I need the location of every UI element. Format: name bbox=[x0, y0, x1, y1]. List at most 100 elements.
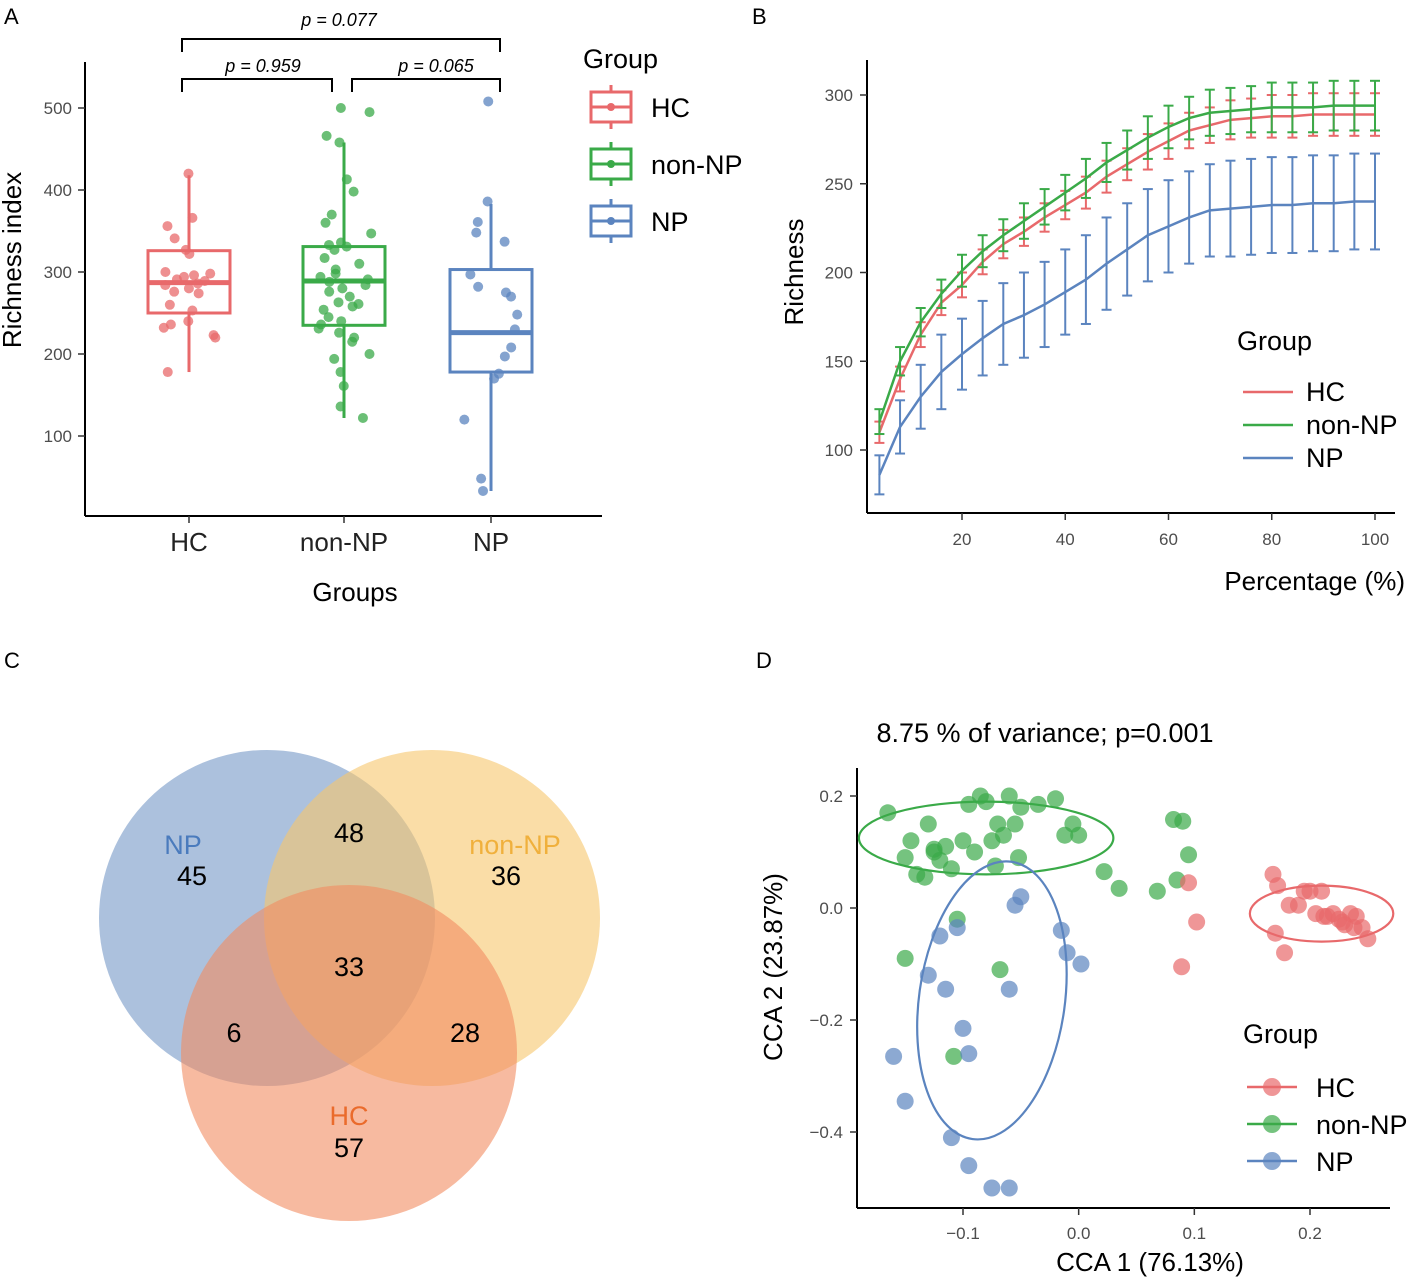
a-point bbox=[183, 168, 194, 179]
a-point bbox=[321, 130, 332, 141]
d-point-np bbox=[948, 919, 966, 937]
venn-hc-only: 57 bbox=[334, 1133, 364, 1163]
a-x-axis-title: Groups bbox=[312, 577, 397, 607]
a-point bbox=[162, 367, 173, 378]
a-point bbox=[320, 217, 331, 228]
venn-label-np: NP bbox=[164, 830, 202, 860]
d-point-non-np bbox=[1070, 826, 1088, 844]
panel-c-venn: NP non-NP HC 45 36 57 48 6 28 33 bbox=[99, 750, 600, 1221]
b-xtick-label: 100 bbox=[1361, 530, 1389, 549]
a-legend-title: Group bbox=[583, 44, 658, 74]
b-series-np bbox=[874, 152, 1380, 496]
d-point-non-np bbox=[1047, 790, 1065, 808]
b-x-axis-title: Percentage (%) bbox=[1224, 566, 1405, 596]
d-point-non-np bbox=[919, 815, 937, 833]
d-point-non-np bbox=[896, 849, 914, 867]
d-point-np bbox=[960, 1045, 978, 1063]
a-point bbox=[210, 332, 221, 343]
d-point-hc bbox=[1173, 958, 1191, 976]
d-point-non-np bbox=[1000, 787, 1018, 805]
d-point-non-np bbox=[954, 832, 972, 850]
d-ytick-label: −0.4 bbox=[809, 1123, 843, 1142]
d-point-non-np bbox=[1006, 815, 1024, 833]
a-point bbox=[334, 327, 345, 338]
d-legend-key-dot bbox=[1263, 1115, 1281, 1133]
a-point bbox=[338, 380, 349, 391]
a-point bbox=[324, 286, 335, 297]
a-ytick-label: 200 bbox=[44, 345, 72, 364]
a-point bbox=[354, 258, 365, 269]
a-point bbox=[313, 323, 324, 334]
a-point bbox=[323, 312, 334, 323]
a-point bbox=[364, 107, 375, 118]
d-ytick-label: 0.2 bbox=[819, 787, 843, 806]
venn-all: 33 bbox=[334, 952, 364, 982]
a-y-ticks: 100 200 300 400 500 bbox=[44, 99, 85, 446]
b-xtick-label: 60 bbox=[1159, 530, 1178, 549]
b-legend-title: Group bbox=[1237, 326, 1312, 356]
d-point-np bbox=[937, 980, 955, 998]
a-point bbox=[158, 322, 169, 333]
b-line-np bbox=[878, 200, 1375, 476]
a-point bbox=[326, 209, 337, 220]
d-point-np bbox=[1000, 980, 1018, 998]
a-xtick-label: NP bbox=[473, 527, 509, 557]
a-bracket bbox=[181, 78, 333, 92]
a-ytick-label: 400 bbox=[44, 181, 72, 200]
d-point-non-np bbox=[916, 868, 934, 886]
a-point bbox=[330, 268, 341, 279]
a-point bbox=[336, 316, 347, 327]
panel-d-cca: 8.75 % of variance; p=0.001 −0.1 0.0 0.1 0.… bbox=[758, 718, 1408, 1277]
d-point-non-np bbox=[1165, 811, 1183, 829]
a-point bbox=[364, 349, 375, 359]
d-legend-key-dot bbox=[1263, 1152, 1281, 1170]
b-ytick-label: 250 bbox=[825, 175, 853, 194]
a-pvalue: p = 0.959 bbox=[224, 56, 301, 76]
d-ytick-label: 0.0 bbox=[819, 899, 843, 918]
a-legend-label: non-NP bbox=[651, 150, 743, 180]
a-point bbox=[205, 268, 216, 279]
a-point bbox=[324, 276, 335, 287]
d-point-hc bbox=[1280, 896, 1298, 914]
d-point-np bbox=[1058, 944, 1076, 962]
b-series bbox=[874, 79, 1380, 496]
a-ytick-label: 500 bbox=[44, 99, 72, 118]
a-point bbox=[160, 280, 171, 291]
d-point-non-np bbox=[945, 1047, 963, 1065]
a-legend-key-dot bbox=[607, 103, 615, 111]
a-ytick-label: 100 bbox=[44, 427, 72, 446]
d-xtick-label: 0.0 bbox=[1067, 1224, 1091, 1243]
venn-label-hc: HC bbox=[330, 1101, 369, 1131]
venn-np-hc: 6 bbox=[226, 1018, 241, 1048]
d-point-np bbox=[954, 1019, 972, 1037]
a-point bbox=[357, 412, 368, 423]
d-y-axis-title: CCA 2 (23.87%) bbox=[758, 873, 788, 1061]
a-point bbox=[183, 316, 194, 327]
d-xtick-label: 0.1 bbox=[1183, 1224, 1207, 1243]
a-legend-label: HC bbox=[651, 93, 690, 123]
d-legend-label: NP bbox=[1316, 1147, 1354, 1177]
d-point-non-np bbox=[1110, 879, 1128, 897]
a-point bbox=[192, 278, 203, 289]
d-point-non-np bbox=[1012, 798, 1030, 816]
a-point bbox=[347, 336, 358, 347]
a-point bbox=[162, 221, 173, 232]
d-ytick-label: −0.2 bbox=[809, 1011, 843, 1030]
a-point bbox=[471, 227, 482, 238]
b-ytick-label: 100 bbox=[825, 441, 853, 460]
a-point bbox=[187, 305, 198, 316]
a-point bbox=[315, 271, 326, 282]
d-ellipse-hc bbox=[1248, 884, 1395, 943]
a-point bbox=[459, 414, 470, 425]
a-point bbox=[366, 228, 377, 239]
d-point-non-np bbox=[991, 961, 1009, 979]
a-point bbox=[344, 291, 355, 302]
a-point bbox=[476, 473, 487, 484]
a-point bbox=[499, 351, 510, 362]
a-ytick-label: 300 bbox=[44, 263, 72, 282]
d-point-hc bbox=[1180, 874, 1198, 892]
d-point-np bbox=[885, 1047, 903, 1065]
d-point-hc bbox=[1313, 882, 1331, 900]
a-point bbox=[337, 283, 348, 294]
